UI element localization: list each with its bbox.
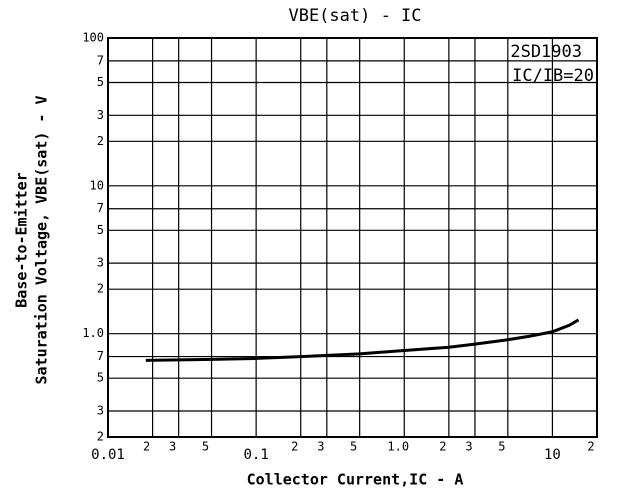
y-axis-label: Base-to-Emitter — [13, 172, 31, 307]
y-tick-label: 3 — [97, 403, 104, 417]
y-tick-label: 3 — [97, 108, 104, 122]
x-tick-label: 5 — [350, 440, 357, 454]
annotation: IC/IB=20 — [512, 66, 594, 86]
x-tick-label: 0.1 — [243, 447, 268, 463]
y-tick-label: 5 — [97, 371, 104, 385]
y-tick-label: 1.0 — [82, 326, 104, 340]
y-tick-label: 10 — [90, 178, 104, 192]
line — [145, 318, 580, 362]
x-tick-label: 5 — [202, 440, 209, 454]
y-axis-label: Saturation Voltage, VBE(sat) - V — [33, 96, 51, 385]
x-tick-label: 3 — [317, 440, 324, 454]
y-tick-label: 5 — [97, 223, 104, 237]
y-tick-label: 7 — [97, 349, 104, 363]
y-tick-label: 3 — [97, 256, 104, 270]
x-tick-label: 5 — [498, 440, 505, 454]
y-tick-label: 100 — [82, 31, 104, 45]
x-tick-label: 2 — [439, 440, 446, 454]
x-axis-label: Collector Current,IC - A — [247, 471, 464, 489]
x-tick-label: 1.0 — [387, 440, 409, 454]
plot-frame — [107, 37, 598, 438]
x-tick-label: 2 — [291, 440, 298, 454]
x-tick-label: 3 — [465, 440, 472, 454]
y-tick-label: 2 — [97, 134, 104, 148]
y-tick-label: 2 — [97, 282, 104, 296]
y-tick-label: 7 — [97, 201, 104, 215]
annotation: 2SD1903 — [510, 42, 582, 62]
x-tick-label: 2 — [143, 440, 150, 454]
y-tick-label: 2 — [97, 430, 104, 444]
x-tick-label: 10 — [544, 447, 561, 463]
y-tick-label: 7 — [97, 53, 104, 67]
chart-title: VBE(sat) - IC — [288, 6, 421, 26]
x-tick-label: 0.01 — [91, 447, 125, 463]
y-tick-label: 5 — [97, 75, 104, 89]
x-tick-label: 2 — [587, 440, 594, 454]
x-tick-label: 3 — [169, 440, 176, 454]
